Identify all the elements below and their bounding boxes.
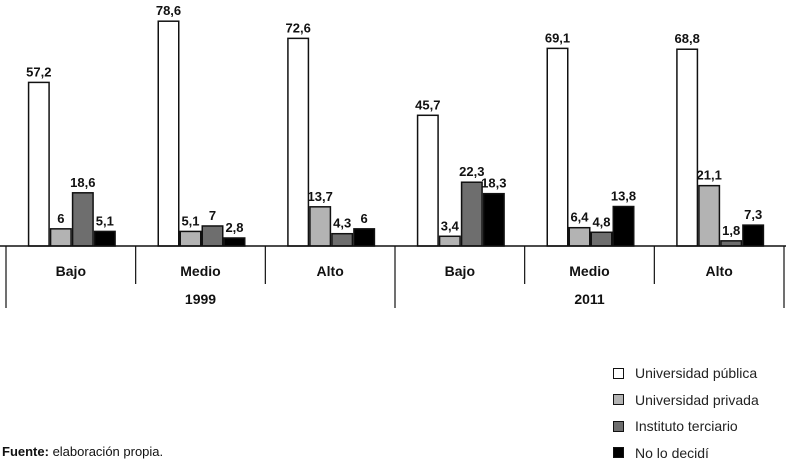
legend-label-universidad-privada: Universidad privada (635, 392, 759, 408)
legend-label-instituto-terciario: Instituto terciario (635, 418, 738, 434)
value-label-universidad-publica-5: 68,8 (675, 31, 700, 46)
category-label-bajo-0: Bajo (56, 263, 86, 279)
category-label-medio-1: Medio (180, 263, 220, 279)
bar-instituto-terciario-3 (462, 182, 483, 246)
value-label-instituto-terciario-2: 4,3 (333, 216, 351, 231)
legend-label-no-lo-decidi: No lo decidí (635, 445, 709, 461)
bar-instituto-terciario-1 (202, 226, 223, 246)
group-label-1999: 1999 (185, 291, 216, 307)
bar-universidad-privada-2 (310, 207, 331, 246)
legend-item-universidad-privada: Universidad privada (613, 387, 759, 414)
bar-universidad-publica-4 (547, 48, 568, 246)
group-label-2011: 2011 (574, 291, 605, 307)
legend-item-instituto-terciario: Instituto terciario (613, 413, 759, 440)
category-label-medio-4: Medio (569, 263, 609, 279)
category-label-alto-5: Alto (706, 263, 733, 279)
legend-swatch-no-lo-decidi (613, 447, 624, 458)
bar-universidad-privada-1 (180, 231, 201, 246)
value-label-instituto-terciario-5: 1,8 (722, 223, 740, 238)
source-note: Fuente: elaboración propia. (2, 444, 163, 459)
bar-universidad-publica-1 (158, 21, 179, 246)
value-label-instituto-terciario-4: 4,8 (592, 214, 610, 229)
bar-instituto-terciario-5 (721, 241, 742, 246)
legend: Universidad pública Universidad privada … (613, 360, 759, 466)
value-label-universidad-publica-3: 45,7 (415, 97, 440, 112)
value-label-no-lo-decidi-2: 6 (361, 211, 368, 226)
value-label-universidad-privada-4: 6,4 (570, 210, 589, 225)
legend-swatch-instituto-terciario (613, 421, 624, 432)
value-label-instituto-terciario-0: 18,6 (70, 175, 95, 190)
category-label-bajo-3: Bajo (445, 263, 475, 279)
value-label-universidad-privada-5: 21,1 (697, 168, 722, 183)
value-label-universidad-publica-4: 69,1 (545, 30, 570, 45)
value-label-no-lo-decidi-1: 2,8 (225, 220, 243, 235)
source-text: elaboración propia. (49, 444, 163, 459)
legend-swatch-universidad-publica (613, 368, 624, 379)
value-label-universidad-publica-1: 78,6 (156, 3, 181, 18)
bar-no-lo-decidi-1 (224, 238, 245, 246)
category-label-alto-2: Alto (317, 263, 344, 279)
value-label-universidad-publica-0: 57,2 (26, 64, 51, 79)
value-label-universidad-publica-2: 72,6 (286, 20, 311, 35)
value-label-universidad-privada-0: 6 (57, 211, 64, 226)
value-label-no-lo-decidi-4: 13,8 (611, 189, 636, 204)
value-label-instituto-terciario-1: 7 (209, 208, 216, 223)
bar-no-lo-decidi-2 (354, 229, 375, 246)
bar-universidad-publica-0 (29, 82, 50, 246)
value-label-no-lo-decidi-0: 5,1 (96, 213, 114, 228)
bar-chart: 57,2 6 18,6 5,1 78,6 5,1 7 2,8 72,6 13,74,3 6 45,7 3… (0, 0, 786, 330)
source-label: Fuente: (2, 444, 49, 459)
bar-universidad-privada-5 (699, 186, 720, 246)
bar-universidad-publica-3 (418, 115, 439, 246)
value-label-no-lo-decidi-5: 7,3 (744, 207, 762, 222)
bar-no-lo-decidi-5 (743, 225, 764, 246)
bar-instituto-terciario-0 (73, 193, 94, 246)
legend-item-universidad-publica: Universidad pública (613, 360, 759, 387)
bar-no-lo-decidi-0 (95, 231, 116, 246)
legend-swatch-universidad-privada (613, 394, 624, 405)
bar-universidad-publica-2 (288, 38, 309, 246)
bar-instituto-terciario-2 (332, 234, 353, 246)
legend-item-no-lo-decidi: No lo decidí (613, 440, 759, 466)
bar-universidad-privada-3 (440, 236, 461, 246)
value-label-universidad-privada-1: 5,1 (181, 213, 199, 228)
bar-universidad-publica-5 (677, 49, 698, 246)
bar-universidad-privada-4 (569, 228, 590, 246)
bar-no-lo-decidi-4 (613, 207, 634, 246)
bar-no-lo-decidi-3 (484, 194, 505, 246)
value-label-no-lo-decidi-3: 18,3 (481, 176, 506, 191)
value-label-universidad-privada-2: 13,7 (308, 189, 333, 204)
legend-label-universidad-publica: Universidad pública (635, 365, 757, 381)
value-label-universidad-privada-3: 3,4 (441, 218, 460, 233)
bar-instituto-terciario-4 (591, 232, 612, 246)
bar-universidad-privada-0 (51, 229, 71, 246)
